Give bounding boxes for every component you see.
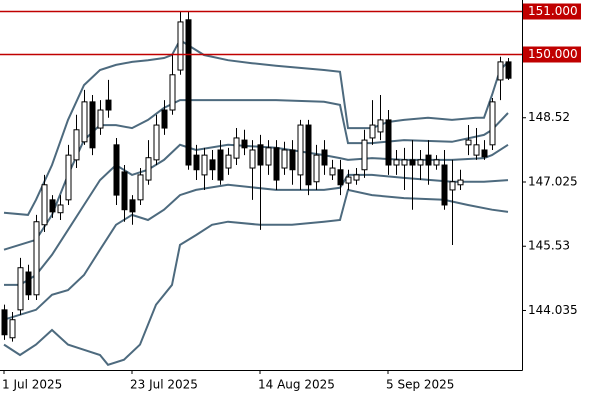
candle-body — [81, 101, 88, 143]
candle-body — [329, 167, 336, 176]
candle-body — [217, 149, 224, 181]
candle-body — [1, 309, 8, 336]
candle-body — [49, 199, 56, 213]
band-line — [3, 173, 509, 321]
candle-body — [169, 74, 176, 111]
candle-body — [33, 221, 40, 296]
candle-body — [121, 171, 128, 211]
candle-body — [25, 271, 32, 296]
candle-body — [425, 154, 432, 166]
candle-body — [401, 159, 408, 166]
candle-body — [465, 139, 472, 146]
candle-body — [369, 124, 376, 139]
candle-body — [313, 154, 320, 183]
candle-body — [273, 147, 280, 181]
candle-body — [89, 101, 96, 149]
x-tick-label: 5 Sep 2025 — [386, 378, 454, 392]
candle-body — [321, 149, 328, 166]
y-tick-label: 144.035 — [528, 303, 578, 317]
candle-body — [137, 174, 144, 201]
candle-body — [337, 169, 344, 186]
candle-body — [457, 179, 464, 186]
y-tick-label: 145.53 — [528, 239, 570, 253]
candle-body — [393, 159, 400, 166]
candle-body — [505, 61, 512, 79]
candle-body — [345, 176, 352, 184]
candle-body — [441, 164, 448, 206]
candle-body — [233, 137, 240, 159]
candle-body — [153, 124, 160, 161]
price-level-box — [523, 46, 581, 63]
candle-body — [489, 101, 496, 146]
x-tick-label: 1 Jul 2025 — [2, 378, 62, 392]
candle-body — [17, 267, 24, 311]
candle-body — [281, 149, 288, 169]
band-line — [3, 38, 509, 216]
candle-body — [65, 154, 72, 201]
candle-body — [265, 147, 272, 166]
candle-body — [161, 109, 168, 129]
candle-body — [97, 109, 104, 129]
candle-body — [41, 184, 48, 226]
price-level-box — [523, 3, 581, 20]
candle-body — [129, 199, 136, 213]
x-tick-label: 14 Aug 2025 — [258, 378, 335, 392]
candle-body — [57, 204, 64, 214]
band-line — [3, 188, 509, 366]
candle-body — [481, 149, 488, 158]
candle-body — [449, 181, 456, 191]
candle-body — [113, 144, 120, 196]
candle-body — [377, 119, 384, 133]
candle-body — [201, 154, 208, 176]
candle-body — [289, 149, 296, 171]
candle-body — [409, 159, 416, 166]
candle-body — [145, 157, 152, 181]
plot-area — [1, 12, 512, 366]
price-level-label: 151.000 — [528, 4, 578, 18]
candle-body — [185, 19, 192, 166]
candle-body — [193, 154, 200, 171]
x-tick-label: 23 Jul 2025 — [130, 378, 198, 392]
candle-body — [105, 99, 112, 111]
candle-body — [225, 154, 232, 169]
candle-body — [9, 319, 16, 339]
candle-body — [385, 119, 392, 166]
candle-body — [241, 139, 248, 149]
candle-body — [73, 129, 80, 161]
y-tick-label: 147.025 — [528, 174, 578, 188]
candle-body — [305, 124, 312, 186]
candle-body — [209, 159, 216, 171]
candle-body — [433, 159, 440, 166]
candle-body — [249, 149, 256, 169]
price-level-label: 150.000 — [528, 47, 578, 61]
candle-body — [353, 174, 360, 181]
candle-body — [177, 21, 184, 71]
candle-body — [497, 61, 504, 81]
candle-body — [257, 144, 264, 166]
candle-body — [361, 139, 368, 171]
candle-body — [417, 159, 424, 166]
y-tick-label: 148.52 — [528, 110, 570, 124]
candle-body — [297, 124, 304, 176]
candle-body — [473, 144, 480, 156]
